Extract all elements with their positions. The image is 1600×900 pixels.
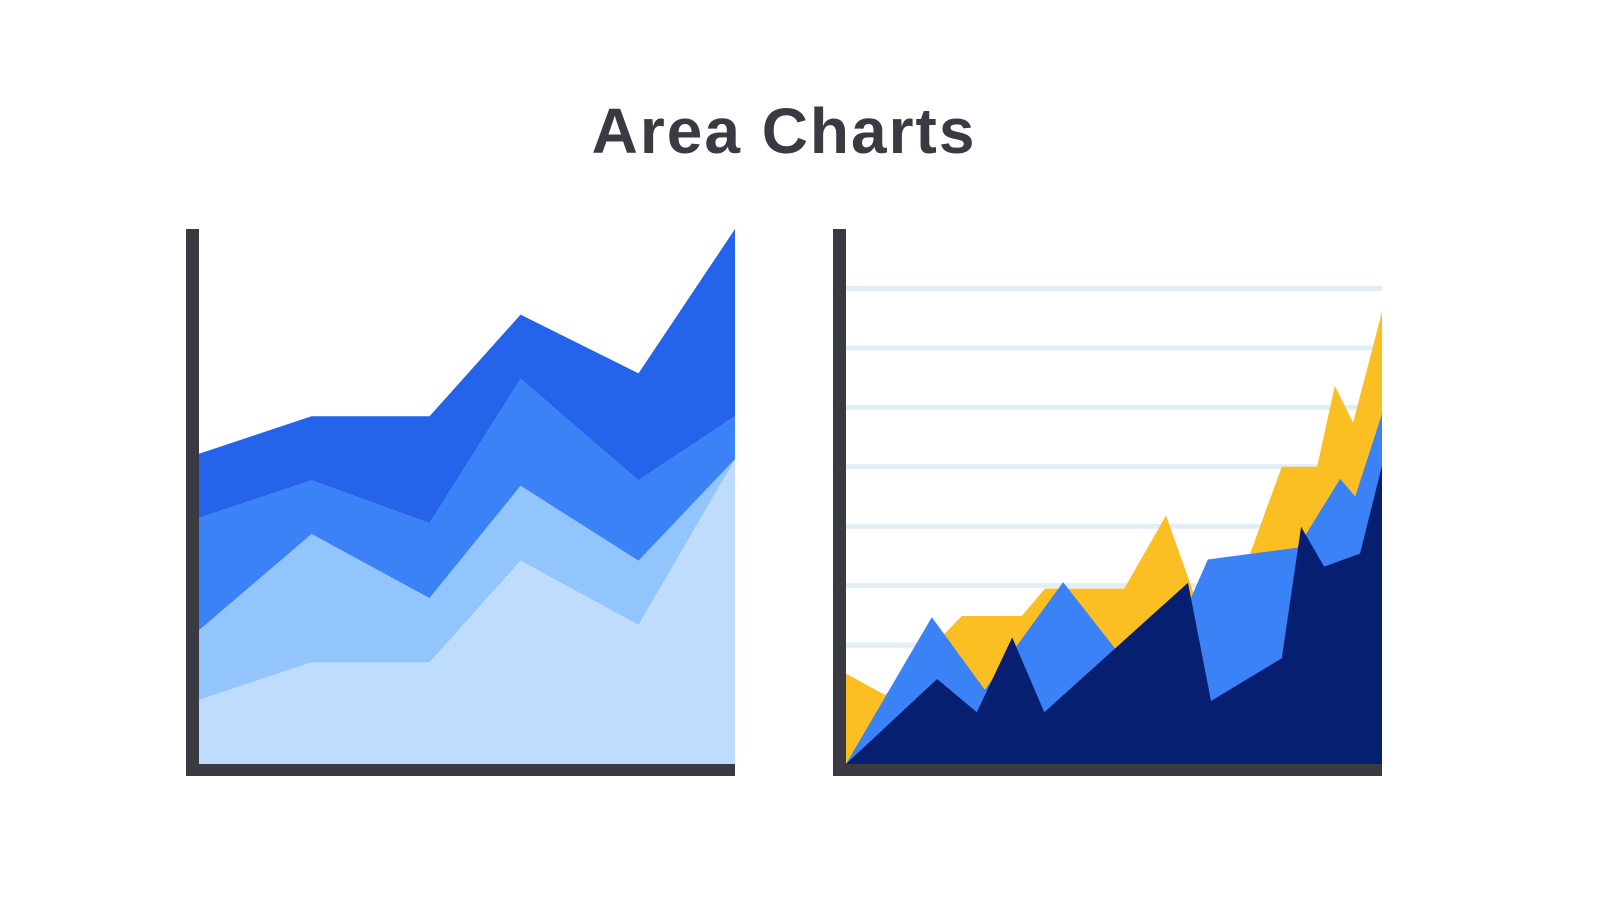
area — [199, 378, 735, 631]
area — [199, 229, 735, 524]
area — [199, 459, 735, 700]
x-axis — [833, 764, 1382, 776]
area — [846, 413, 1382, 764]
y-axis — [833, 229, 846, 776]
chart — [186, 229, 735, 776]
page-title: Area Charts — [592, 95, 977, 167]
area — [199, 459, 735, 764]
area — [846, 465, 1382, 764]
chart — [833, 229, 1382, 776]
x-axis — [186, 764, 735, 776]
y-axis — [186, 229, 199, 776]
